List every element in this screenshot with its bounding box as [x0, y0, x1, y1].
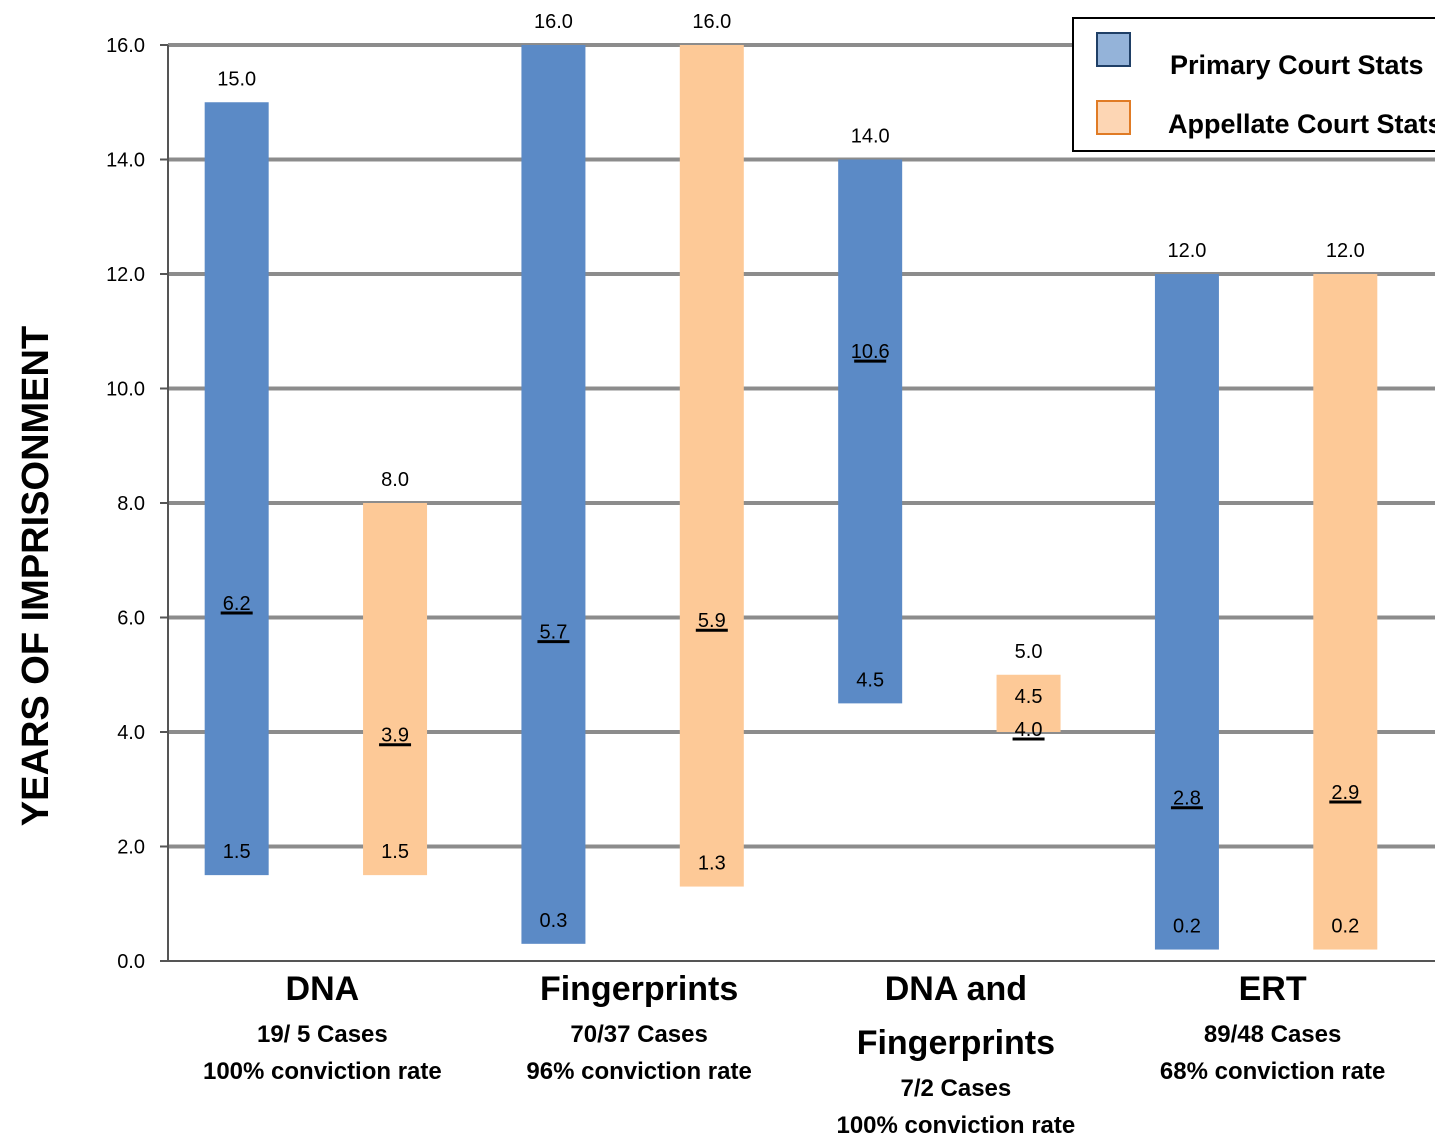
y-tick-label: 16.0 — [106, 35, 145, 57]
mean-label: 4.0 — [1015, 719, 1043, 741]
max-label: 12.0 — [1167, 240, 1206, 262]
legend-box — [1072, 17, 1435, 152]
y-axis-title: YEARS OF IMPRISONMENT — [15, 326, 57, 826]
mean-label: 5.7 — [540, 622, 568, 644]
category-subtitle: 89/48 Cases — [1204, 1021, 1341, 1048]
category-title: ERT — [1239, 970, 1307, 1008]
range-bars — [204, 45, 1378, 950]
y-tick-label: 12.0 — [106, 264, 145, 286]
category-title: Fingerprints — [540, 970, 738, 1008]
y-tick-label: 4.0 — [117, 722, 145, 744]
max-label: 16.0 — [692, 11, 731, 33]
min-label: 0.3 — [540, 910, 568, 932]
category-subtitle: 100% conviction rate — [203, 1058, 442, 1085]
data-labels: 15.0 1.5 6.2 8.0 1.5 3.9 16.0 0.3 5.7 16.0 1.3 5.9 1… — [217, 11, 1365, 938]
y-axis: 0.0 2.0 4.0 6.0 8.0 10.0 12.0 14.0 16.0 — [106, 35, 1435, 973]
range-bar — [1154, 274, 1219, 950]
range-bar — [996, 674, 1061, 732]
y-tick-label: 0.0 — [117, 951, 145, 973]
mean-label: 5.9 — [698, 610, 726, 632]
max-label: 5.0 — [1015, 641, 1043, 663]
legend: Primary Court Stats Appellate Court Stat… — [1072, 17, 1435, 152]
legend-swatch-appellate — [1096, 100, 1131, 135]
category-subtitle: 19/ 5 Cases — [257, 1021, 388, 1048]
min-label: 1.5 — [223, 841, 251, 863]
category-subtitle: 7/2 Cases — [900, 1075, 1011, 1102]
legend-swatch-primary — [1096, 32, 1131, 67]
legend-label-appellate: Appellate Court Stats — [1168, 109, 1435, 139]
mean-label: 6.2 — [223, 593, 251, 615]
y-tick-label: 14.0 — [106, 150, 145, 172]
range-bar — [1313, 274, 1378, 950]
min-label: 0.2 — [1331, 916, 1359, 938]
min-label: 0.2 — [1173, 916, 1201, 938]
mean-label: 2.8 — [1173, 788, 1201, 810]
max-label: 15.0 — [217, 68, 256, 90]
category-title: DNA — [286, 970, 360, 1008]
y-tick-label: 8.0 — [117, 493, 145, 515]
range-bar — [521, 45, 586, 944]
max-label: 16.0 — [534, 11, 573, 33]
y-tick-label: 10.0 — [106, 379, 145, 401]
mean-label: 2.9 — [1331, 782, 1359, 804]
min-label: 4.5 — [856, 669, 884, 691]
max-label: 8.0 — [381, 469, 409, 491]
category-subtitle: 68% conviction rate — [1160, 1058, 1385, 1085]
category-labels: DNA 19/ 5 Cases 100% conviction rate Finger… — [203, 970, 1385, 1137]
y-tick-label: 2.0 — [117, 837, 145, 859]
y-tick-label: 6.0 — [117, 608, 145, 630]
max-label: 12.0 — [1326, 240, 1365, 262]
gridlines — [168, 43, 1435, 849]
min-label: 1.5 — [381, 841, 409, 863]
category-title: DNA and — [885, 970, 1027, 1008]
mean-label: 3.9 — [381, 725, 409, 747]
range-bar — [838, 159, 903, 704]
range-bar — [363, 503, 428, 876]
range-bar — [679, 45, 744, 887]
legend-label-primary: Primary Court Stats — [1170, 50, 1424, 80]
category-subtitle: 70/37 Cases — [570, 1021, 707, 1048]
max-label: 14.0 — [851, 126, 890, 148]
mean-label: 10.6 — [851, 341, 890, 363]
range-bar — [204, 102, 269, 876]
category-title: Fingerprints — [857, 1024, 1055, 1062]
min-label: 4.5 — [1015, 686, 1043, 708]
category-subtitle: 100% conviction rate — [836, 1112, 1075, 1137]
min-label: 1.3 — [698, 853, 726, 875]
category-subtitle: 96% conviction rate — [526, 1058, 751, 1085]
